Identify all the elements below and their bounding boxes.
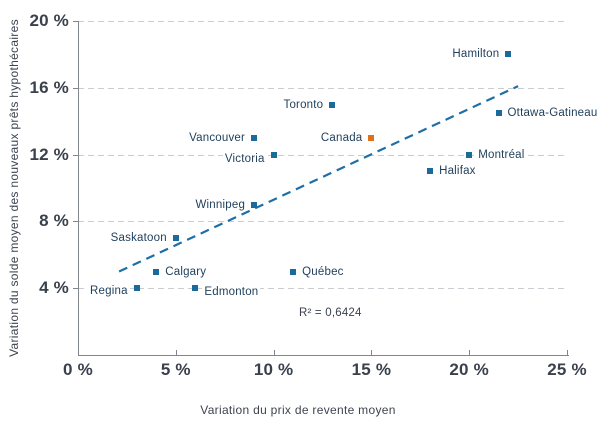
data-point-marker: [427, 168, 434, 175]
data-point-marker: [495, 109, 502, 116]
x-tick-label: 15 %: [351, 360, 392, 379]
x-axis-line: [78, 355, 569, 356]
x-axis-tick: [469, 350, 471, 355]
y-gridline: [78, 154, 567, 156]
data-point-marker: [466, 151, 473, 158]
y-tick-label: 4 %: [39, 278, 69, 298]
y-gridline: [78, 87, 567, 89]
data-point-label: Montréal: [476, 147, 527, 162]
data-point-label: Regina: [88, 284, 130, 299]
data-point-marker: [270, 151, 277, 158]
data-point-label: Victoria: [222, 151, 267, 166]
y-axis-tick: [73, 154, 78, 156]
y-axis-tick: [73, 221, 78, 223]
y-axis-tick: [73, 87, 78, 89]
data-point-label: Halifax: [437, 164, 478, 179]
y-gridline: [78, 21, 567, 22]
y-axis-tick: [73, 21, 78, 22]
y-axis-tick: [73, 288, 78, 290]
x-tick-label: 5 %: [160, 360, 191, 379]
data-point-marker: [290, 268, 297, 275]
data-point-marker: [251, 134, 258, 141]
data-point-marker: [153, 268, 160, 275]
x-tick-label: 20 %: [449, 360, 489, 379]
y-gridline: [78, 221, 567, 223]
data-point-label: Vancouver: [187, 130, 248, 145]
x-tick-label: 10 %: [253, 360, 294, 379]
data-point-marker: [133, 285, 140, 292]
data-point-label: Canada: [318, 130, 365, 145]
data-point-label: Saskatoon: [108, 231, 169, 246]
r2-annotation: R² = 0,6424: [299, 307, 362, 320]
y-tick-label: 8 %: [39, 211, 69, 231]
data-point-marker: [251, 201, 258, 208]
x-tick-label: 0 %: [63, 360, 93, 379]
x-axis-tick: [273, 350, 275, 355]
y-axis-line: [78, 21, 79, 356]
x-axis-tick: [175, 350, 177, 355]
x-axis-tick: [371, 350, 373, 355]
x-axis-tick: [567, 350, 568, 355]
data-point-label: Edmonton: [202, 285, 261, 300]
data-point-marker: [192, 285, 199, 292]
x-axis-title: Variation du prix de revente moyen: [200, 403, 396, 417]
y-tick-label: 20 %: [29, 11, 69, 30]
data-point-marker: [368, 134, 375, 141]
y-tick-label: 16 %: [29, 77, 69, 97]
data-point-label: Toronto: [281, 97, 326, 112]
data-point-marker: [505, 51, 512, 58]
y-gridline: [78, 288, 567, 290]
data-point-label: Québec: [300, 264, 346, 279]
data-point-marker: [172, 235, 179, 242]
data-point-marker: [329, 101, 336, 108]
x-tick-label: 25 %: [547, 360, 587, 379]
y-tick-label: 12 %: [29, 144, 69, 164]
data-point-label: Calgary: [163, 264, 209, 279]
data-point-label: Hamilton: [450, 47, 502, 62]
data-point-label: Ottawa-Gatineau: [505, 105, 600, 120]
data-point-label: Winnipeg: [193, 197, 248, 212]
